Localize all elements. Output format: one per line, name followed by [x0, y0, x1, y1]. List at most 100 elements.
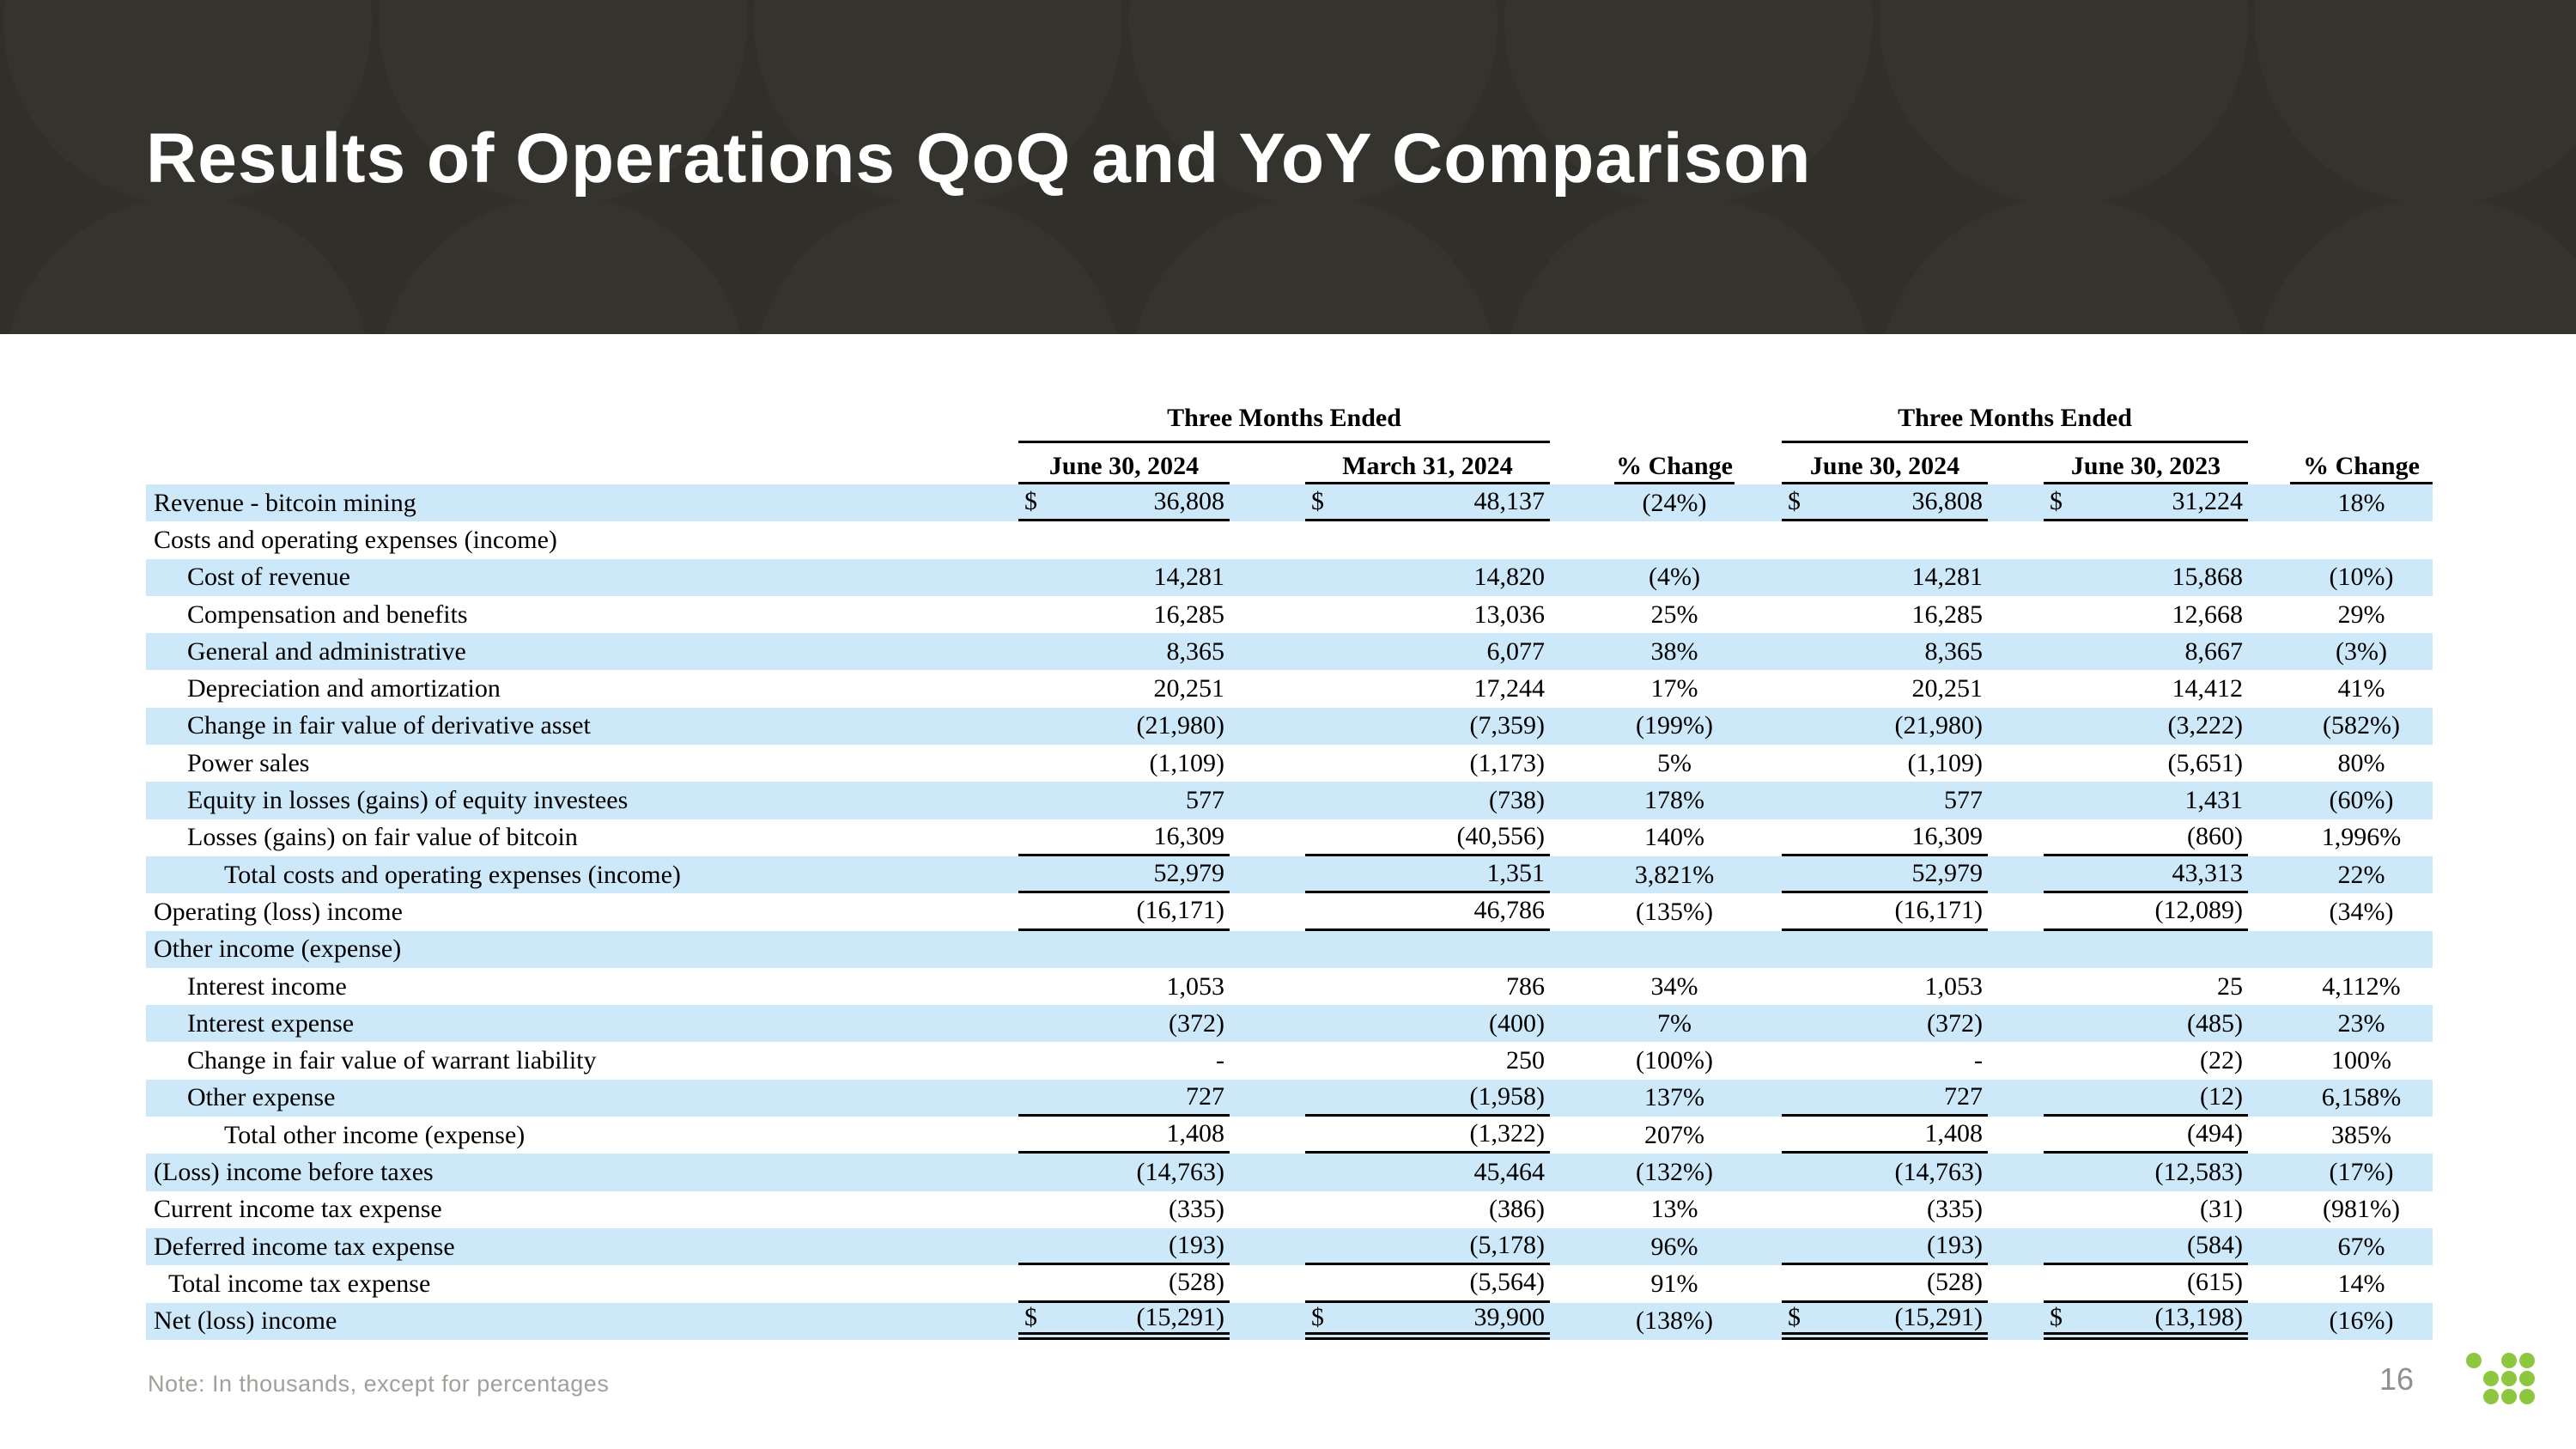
cell-value: (16,171): [1136, 896, 1224, 925]
cell-value: 137%: [1644, 1083, 1704, 1112]
row-label: Change in fair value of warrant liabilit…: [187, 1046, 597, 1075]
cell-value: (14,763): [1894, 1157, 1983, 1186]
yoy-current-value: (372): [1782, 1005, 1988, 1042]
group-header-qoq: Three Months Ended: [1018, 404, 1550, 443]
yoy-pct-change-value: 6,158%: [2290, 1080, 2433, 1117]
yoy-prior-value: $31,224: [2044, 484, 2248, 522]
yoy-current-value: 16,309: [1782, 819, 1988, 856]
qoq-current-value: 1,053: [1018, 968, 1230, 1005]
yoy-current-value: 8,365: [1782, 633, 1988, 670]
qoq-current-value: 16,309: [1018, 819, 1230, 856]
table-row: Total other income (expense) 1,408 (1,322)…: [146, 1117, 2433, 1154]
row-label: General and administrative: [187, 636, 466, 666]
qoq-prior-value: 14,820: [1305, 559, 1550, 596]
qoq-prior-value: 46,786: [1305, 893, 1550, 931]
yoy-current-value: 20,251: [1782, 670, 1988, 707]
table-row: Interest income 1,053 786 34% 1,053 25 4,112%: [146, 968, 2433, 1005]
yoy-pct-change-value: 80%: [2290, 745, 2433, 782]
col-header-yoy-jun-30-2023: June 30, 2023: [2044, 443, 2248, 484]
qoq-prior-value: 6,077: [1305, 633, 1550, 670]
cell-value: 17%: [1650, 674, 1698, 703]
cell-value: 100%: [2331, 1046, 2391, 1075]
logo-dot: [2483, 1371, 2499, 1386]
yoy-current-value: (193): [1782, 1228, 1988, 1266]
row-label: Equity in losses (gains) of equity inves…: [187, 786, 629, 815]
cell-value: 36,808: [1153, 487, 1225, 516]
qoq-current-value: (1,109): [1018, 745, 1230, 782]
yoy-current-value: 1,408: [1782, 1117, 1988, 1154]
dollar-sign: $: [1024, 487, 1037, 516]
qoq-current-value: [1018, 521, 1230, 558]
table-row: Depreciation and amortization 20,251 17,24…: [146, 670, 2433, 707]
cell-value: (24%): [1642, 488, 1707, 517]
qoq-prior-value: (7,359): [1305, 708, 1550, 745]
yoy-pct-change-value: 67%: [2290, 1228, 2433, 1265]
qoq-prior-value: (386): [1305, 1191, 1550, 1228]
cell-value: (1,322): [1469, 1119, 1545, 1148]
cell-value: (494): [2187, 1119, 2243, 1148]
qoq-pct-change-value: 137%: [1614, 1080, 1735, 1117]
cell-value: 43,313: [2172, 859, 2244, 888]
table-row: Other expense 727 (1,958) 137% 727 (12) 6,158%: [146, 1079, 2433, 1117]
table-row: Current income tax expense (335) (386) 13% (…: [146, 1191, 2433, 1228]
cell-value: 727: [1944, 1081, 1983, 1111]
cell-value: 25: [2217, 971, 2243, 1001]
cell-value: 91%: [1650, 1269, 1698, 1298]
cell-value: 1,431: [2184, 786, 2244, 815]
cell-value: (335): [1169, 1195, 1224, 1224]
cell-value: (582%): [2323, 711, 2400, 740]
qoq-current-value: 16,285: [1018, 596, 1230, 633]
table-row: Total income tax expense (528) (5,564) 91% (…: [146, 1265, 2433, 1303]
cell-value: (138%): [1636, 1306, 1713, 1336]
table-row: Compensation and benefits 16,285 13,036 25%…: [146, 596, 2433, 633]
cell-value: 16,285: [1153, 600, 1225, 629]
qoq-prior-value: (400): [1305, 1005, 1550, 1042]
yoy-current-value: (21,980): [1782, 708, 1988, 745]
cell-value: 14,820: [1473, 563, 1546, 592]
cell-value: (17%): [2329, 1157, 2394, 1186]
yoy-current-value: 1,053: [1782, 968, 1988, 1005]
cell-value: 22%: [2337, 860, 2385, 889]
qoq-pct-change-value: [1614, 521, 1735, 558]
qoq-prior-value: 250: [1305, 1042, 1550, 1079]
row-label: Current income tax expense: [154, 1195, 442, 1224]
cell-value: 7%: [1657, 1008, 1692, 1038]
qoq-current-value: 577: [1018, 782, 1230, 819]
logo-dot: [2483, 1389, 2499, 1404]
qoq-current-value: (16,171): [1018, 893, 1230, 931]
row-label: Interest expense: [187, 1008, 355, 1038]
qoq-pct-change-value: 25%: [1614, 596, 1735, 633]
cell-value: (16,171): [1894, 896, 1983, 925]
qoq-pct-change-value: 96%: [1614, 1228, 1735, 1265]
cell-value: 12,668: [2172, 600, 2244, 629]
cell-value: 23%: [2337, 1008, 2385, 1038]
yoy-pct-change-value: 41%: [2290, 670, 2433, 707]
cell-value: (199%): [1636, 711, 1713, 740]
yoy-prior-value: (615): [2044, 1265, 2248, 1303]
yoy-prior-value: [2044, 931, 2248, 968]
table-body: Revenue - bitcoin mining $36,808 $48,137 (2…: [146, 484, 2433, 1340]
table-row: Operating (loss) income (16,171) 46,786 (13…: [146, 893, 2433, 931]
cell-value: 34%: [1650, 971, 1698, 1001]
cell-value: (485): [2187, 1008, 2243, 1038]
cell-value: 96%: [1650, 1232, 1698, 1261]
logo-dot: [2519, 1353, 2535, 1368]
page-number: 16: [2379, 1361, 2415, 1397]
qoq-current-value: 1,408: [1018, 1117, 1230, 1154]
yoy-prior-value: 8,667: [2044, 633, 2248, 670]
cell-value: 31,224: [2172, 487, 2244, 516]
cell-value: (14,763): [1136, 1157, 1224, 1186]
cell-value: 36,808: [1911, 487, 1984, 516]
yoy-prior-value: 25: [2044, 968, 2248, 1005]
qoq-prior-value: (1,173): [1305, 745, 1550, 782]
cell-value: (135%): [1636, 897, 1713, 926]
cell-value: (12,583): [2154, 1157, 2243, 1186]
cell-value: (21,980): [1894, 711, 1983, 740]
page-title: Results of Operations QoQ and YoY Compar…: [146, 119, 1812, 198]
yoy-current-value: (14,763): [1782, 1154, 1988, 1190]
cell-value: 29%: [2337, 600, 2385, 629]
row-label: Other expense: [187, 1083, 336, 1112]
cell-value: 20,251: [1911, 674, 1984, 703]
cell-value: 39,900: [1473, 1302, 1546, 1331]
